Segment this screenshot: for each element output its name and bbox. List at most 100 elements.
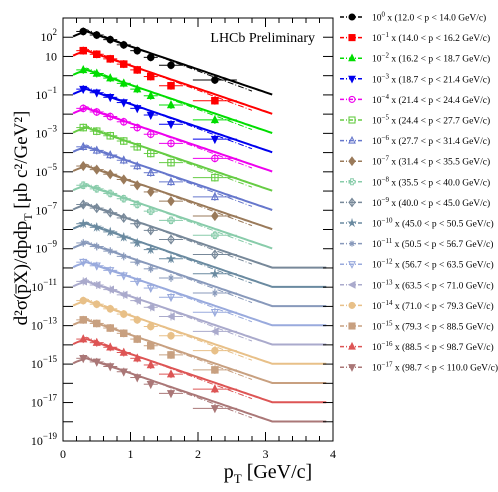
legend-exponent: −1: [382, 31, 390, 39]
data-point: [211, 289, 219, 297]
legend-base: 10: [372, 75, 382, 85]
y-tick-label: 10−1: [35, 85, 57, 102]
data-point: [210, 384, 219, 393]
model-curve: [72, 357, 327, 423]
data-point: [210, 308, 219, 318]
data-point: [146, 186, 155, 198]
data-point: [134, 258, 141, 266]
y-tick-label: 10−7: [35, 200, 57, 217]
legend-entry: 10−11 x (50.5 < p < 56.7 GeV/c): [372, 237, 493, 250]
legend-base: 10: [372, 158, 382, 168]
data-point: [348, 13, 356, 21]
data-point: [146, 360, 155, 369]
data-point: [119, 347, 128, 356]
y-tick-base: 10: [35, 126, 47, 140]
legend-base: 10: [372, 96, 382, 106]
y-tick-exponent: −19: [43, 431, 58, 441]
y-tick-label: 10−3: [35, 123, 57, 140]
data-point: [348, 178, 356, 186]
data-point: [106, 189, 114, 198]
y-axis-label-sub: T: [21, 213, 35, 221]
data-point: [106, 363, 115, 372]
data-point: [92, 89, 101, 98]
data-point: [93, 127, 101, 135]
y-tick-exponent: −5: [47, 162, 57, 172]
x-tick-label: 3: [263, 447, 269, 461]
data-point: [211, 173, 219, 182]
data-point: [105, 285, 114, 294]
model-curve-alt: [83, 144, 253, 207]
y-tick-label: 10−9: [35, 239, 57, 256]
data-point: [147, 265, 154, 273]
x-tick-label: 4: [330, 447, 336, 461]
legend-entry: 10−7 x (31.4 < p < 35.5 GeV/c): [372, 155, 490, 168]
data-point: [166, 312, 175, 321]
data-point: [79, 64, 88, 74]
model-curve: [72, 261, 327, 327]
y-tick-base: 10: [31, 319, 43, 333]
legend-range: x (14.0 < p < 16.2 GeV/c): [389, 33, 490, 44]
model-curve: [72, 126, 273, 192]
legend-entry: 10−12 x (56.7 < p < 63.5 GeV/c): [372, 258, 494, 271]
data-point: [147, 72, 155, 81]
legend-range: x (98.7 < p < 110.0 GeV/c): [392, 363, 498, 374]
data-point: [210, 210, 219, 222]
legend-base: 10: [372, 178, 382, 188]
legend-entry: 10−2 x (16.2 < p < 18.7 GeV/c): [372, 52, 490, 65]
legend-exponent: −4: [382, 93, 390, 101]
data-point: [166, 100, 176, 109]
data-point: [146, 90, 155, 100]
model-curve: [72, 280, 327, 346]
data-point: [166, 390, 176, 399]
data-point: [120, 118, 128, 126]
legend-entry: 10−8 x (35.5 < p < 40.0 GeV/c): [372, 175, 490, 188]
data-point: [347, 280, 356, 289]
data-point: [211, 96, 219, 105]
data-point: [92, 145, 101, 154]
legend-exponent: −7: [382, 155, 390, 163]
data-point: [167, 61, 175, 69]
data-point: [146, 284, 155, 293]
model-curve-alt: [83, 29, 253, 92]
y-tick-base: 10: [31, 280, 43, 294]
data-point: [106, 55, 115, 63]
model-curve-alt: [83, 163, 253, 227]
data-point: [120, 310, 128, 318]
legend-range: x (88.5 < p < 98.7 GeV/c): [392, 342, 493, 353]
data-point: [348, 75, 356, 84]
data-point: [348, 261, 356, 269]
y-tick-exponent: −17: [43, 393, 58, 403]
data-point: [147, 322, 155, 331]
legend-entry: 10−6 x (27.7 < p < 31.4 GeV/c): [372, 134, 490, 147]
legend-exponent: −6: [382, 134, 390, 142]
legend: 100 x (12.0 < p < 14.0 GeV/c)10−1 x (14.…: [340, 11, 498, 374]
data-point: [106, 150, 115, 159]
model-curve-alt: [83, 67, 253, 130]
data-point: [167, 234, 175, 245]
data-point: [106, 207, 115, 218]
data-point: [78, 218, 89, 229]
y-tick-base: 10: [35, 88, 47, 102]
data-point: [93, 108, 101, 116]
legend-exponent: −2: [382, 52, 390, 60]
data-point: [118, 231, 129, 242]
data-point: [210, 135, 219, 145]
chart-annotation: LHCb Preliminary: [210, 31, 315, 46]
data-point: [93, 319, 101, 328]
legend-base: 10: [372, 364, 382, 374]
legend-exponent: −13: [382, 278, 393, 286]
model-curve: [72, 145, 273, 211]
model-curve-alt: [83, 48, 253, 111]
model-curve-alt: [83, 336, 253, 400]
model-curve: [72, 107, 273, 173]
data-point: [147, 341, 155, 350]
y-tick-label: 10−17: [31, 393, 58, 410]
x-axis-title: pT [GeV/c]: [224, 461, 312, 486]
data-point: [167, 216, 175, 225]
data-point: [120, 194, 128, 203]
data-point: [92, 358, 101, 367]
legend-entry: 10−10 x (45.0 < p < 50.5 GeV/c): [372, 217, 494, 230]
legend-entry: 10−13 x (63.5 < p < 71.0 GeV/c): [372, 278, 494, 291]
legend-exponent: −8: [382, 175, 390, 183]
